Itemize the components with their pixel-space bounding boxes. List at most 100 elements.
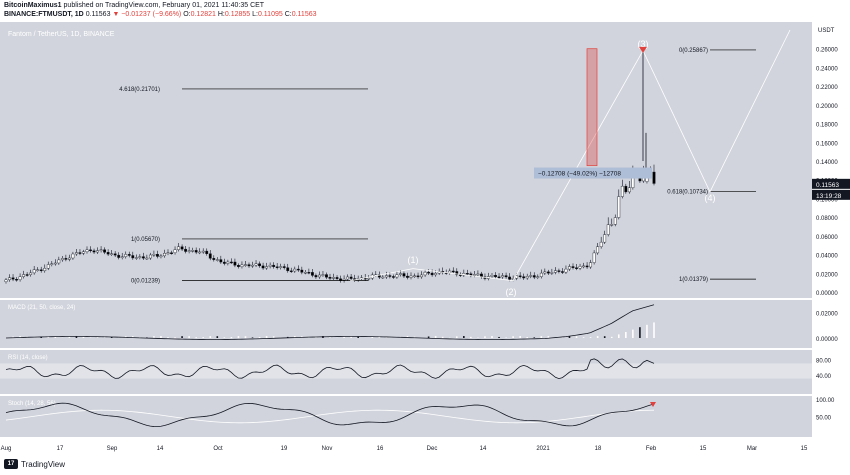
candle-body bbox=[620, 185, 624, 197]
candle-body bbox=[120, 256, 124, 258]
macd-bar bbox=[455, 336, 458, 338]
candle-body bbox=[494, 275, 497, 278]
macd-bar bbox=[167, 337, 169, 338]
candle-body bbox=[173, 249, 177, 253]
low-label: L: bbox=[252, 11, 258, 18]
candle-body bbox=[522, 276, 526, 279]
macd-bar bbox=[315, 336, 317, 338]
candle-body bbox=[409, 275, 413, 278]
y-tick-label: 0.14000 bbox=[816, 160, 838, 166]
measure-label-bg bbox=[534, 167, 652, 179]
candle-body bbox=[476, 273, 480, 276]
candle-body bbox=[103, 249, 107, 253]
chart-canvas[interactable]: 0.26000 0.24000 0.22000 0.20000 0.18000 0.160… bbox=[0, 22, 850, 458]
candle-body bbox=[113, 253, 117, 256]
x-tick-label: 15 bbox=[801, 446, 808, 452]
candle-body bbox=[599, 241, 603, 247]
last-price: 0.11563 bbox=[85, 11, 111, 18]
candle-body bbox=[191, 250, 195, 252]
last-price-tag: 0.11563 bbox=[816, 182, 839, 189]
candle-body bbox=[141, 256, 145, 259]
x-tick-label: Mar bbox=[747, 446, 757, 452]
candle-body bbox=[29, 272, 33, 275]
candle-body bbox=[205, 250, 209, 254]
candle-body bbox=[184, 248, 188, 252]
candle-body bbox=[201, 250, 205, 253]
author-name[interactable]: BitcoinMaximus1 bbox=[4, 2, 62, 9]
close-label: C: bbox=[284, 11, 292, 18]
candle-body bbox=[148, 254, 152, 259]
candle-body bbox=[219, 259, 223, 263]
fib-level-label: 0(0.25867) bbox=[679, 48, 708, 54]
candle-body bbox=[85, 249, 89, 253]
price-axis-bg bbox=[812, 22, 850, 458]
countdown-tag-bg bbox=[812, 189, 850, 200]
x-tick-label: 2021 bbox=[536, 446, 550, 452]
candle-body bbox=[286, 267, 290, 272]
brand-label[interactable]: TradingView bbox=[21, 459, 66, 469]
candle-body bbox=[321, 274, 325, 276]
candle-body bbox=[106, 252, 110, 255]
candle-body bbox=[296, 268, 300, 271]
close-value: 0.11563 bbox=[291, 11, 317, 18]
candle-body bbox=[568, 266, 571, 270]
candle-body bbox=[233, 261, 237, 266]
macd-bar bbox=[223, 337, 226, 338]
candle-body bbox=[237, 265, 240, 267]
macd-bar bbox=[653, 322, 655, 338]
candle-body bbox=[395, 274, 399, 278]
macd-bar bbox=[582, 337, 585, 338]
fib-level-label: 4.618(0.21701) bbox=[119, 87, 160, 93]
candle-body bbox=[532, 275, 536, 278]
macd-bar bbox=[293, 336, 296, 338]
wave-line bbox=[412, 268, 514, 282]
macd-bar bbox=[561, 337, 564, 338]
y-tick-label: 0.06000 bbox=[816, 235, 838, 241]
macd-bar bbox=[512, 336, 514, 338]
macd-bar bbox=[603, 336, 606, 338]
macd-bar bbox=[272, 336, 275, 338]
macd-bar bbox=[153, 336, 155, 338]
rsi-tick-label: 40.00 bbox=[816, 374, 832, 380]
candle-body bbox=[265, 266, 269, 269]
rsi-line bbox=[5, 358, 655, 380]
macd-bar bbox=[470, 336, 472, 338]
candle-body bbox=[244, 264, 247, 266]
candle-body bbox=[64, 258, 68, 260]
macd-bar bbox=[265, 336, 268, 338]
candle-body bbox=[328, 277, 332, 279]
candle-body bbox=[251, 264, 254, 267]
candle-body bbox=[388, 275, 392, 277]
candle-body bbox=[501, 275, 504, 278]
candle-body bbox=[163, 253, 166, 257]
y-tick-label: 0.24000 bbox=[816, 66, 838, 72]
macd-histogram bbox=[12, 322, 655, 338]
candle-body bbox=[229, 261, 233, 264]
symbol-label: BINANCE:FTMUSDT, 1D bbox=[4, 11, 84, 18]
candle-body bbox=[578, 266, 582, 269]
candle-body bbox=[15, 279, 18, 281]
candle-body bbox=[575, 267, 578, 269]
low-value: 0.11095 bbox=[257, 11, 283, 18]
candle-body bbox=[131, 255, 135, 259]
tradingview-logo-icon: 17 bbox=[4, 459, 18, 469]
macd-bar bbox=[371, 336, 374, 338]
candle-body bbox=[159, 255, 163, 258]
candle-body bbox=[127, 254, 131, 256]
candle-body bbox=[177, 246, 180, 250]
x-tick-label: Dec bbox=[427, 446, 438, 452]
countdown-tag: 13:19:28 bbox=[816, 193, 842, 200]
macd-bar bbox=[413, 336, 416, 338]
candle-body bbox=[613, 217, 617, 225]
macd-bar bbox=[540, 336, 543, 338]
candle-body bbox=[247, 264, 251, 267]
y-tick-label: 0.04000 bbox=[816, 254, 838, 260]
macd-bar bbox=[427, 336, 430, 338]
candle-body bbox=[145, 257, 149, 260]
candle-body bbox=[11, 277, 15, 280]
candle-body bbox=[275, 266, 279, 268]
candle-body bbox=[518, 275, 522, 278]
macd-bar bbox=[632, 329, 634, 338]
candle-body bbox=[300, 269, 304, 273]
wave-projection-line bbox=[512, 29, 791, 281]
